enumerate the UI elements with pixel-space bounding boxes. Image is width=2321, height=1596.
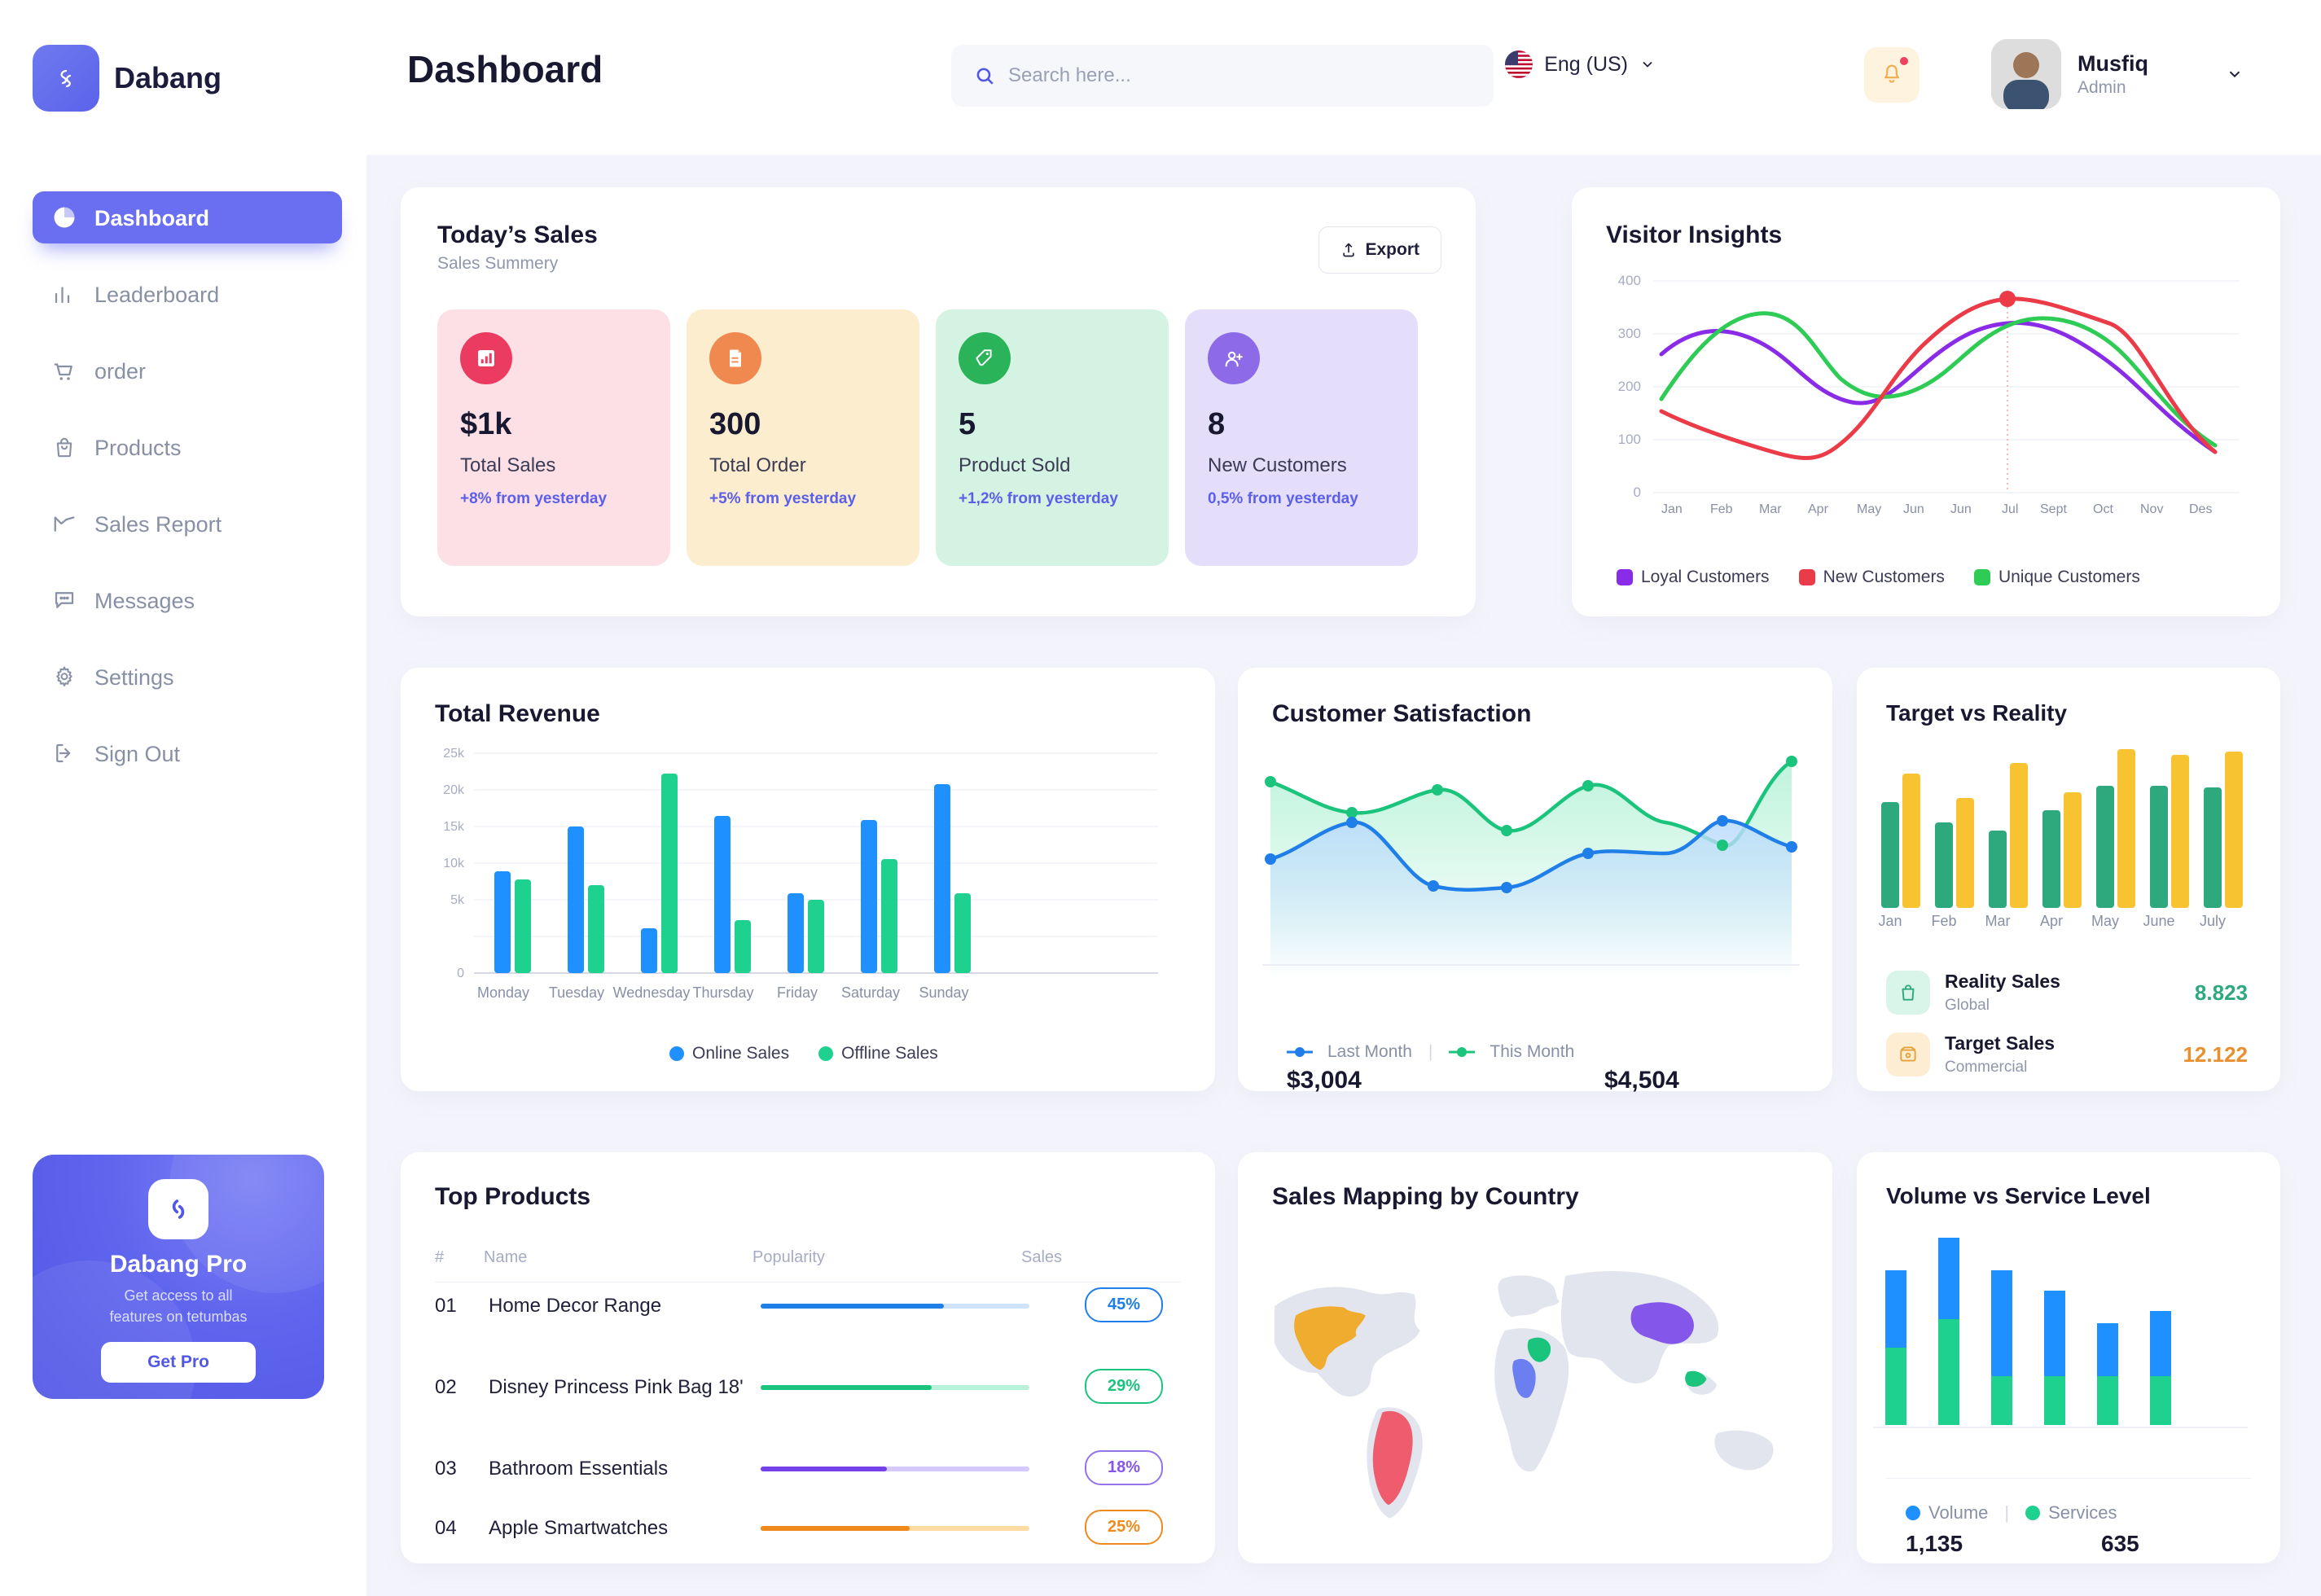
svg-text:Jan: Jan [1661, 502, 1683, 516]
svg-text:20k: 20k [443, 783, 465, 797]
svg-text:Jul: Jul [2002, 502, 2018, 516]
svg-text:Oct: Oct [2093, 502, 2113, 516]
svg-text:0: 0 [457, 967, 464, 980]
svg-text:Feb: Feb [1710, 502, 1733, 516]
svg-text:Wednesday: Wednesday [613, 984, 691, 1001]
svg-text:10k: 10k [443, 857, 465, 870]
svg-text:May: May [1857, 502, 1881, 516]
svg-text:Apr: Apr [1808, 502, 1829, 516]
svg-text:July: July [2200, 913, 2226, 929]
svg-text:Apr: Apr [2040, 913, 2063, 929]
svg-text:May: May [2091, 913, 2119, 929]
svg-text:15k: 15k [443, 820, 465, 834]
svg-text:Friday: Friday [777, 984, 818, 1001]
svg-text:June: June [2143, 913, 2174, 929]
svg-text:Sunday: Sunday [919, 984, 968, 1001]
svg-text:Jan: Jan [1878, 913, 1902, 929]
svg-text:200: 200 [1618, 379, 1641, 394]
svg-text:25k: 25k [443, 747, 465, 761]
svg-text:Sept: Sept [2040, 502, 2067, 516]
svg-text:Monday: Monday [477, 984, 529, 1001]
svg-text:Mar: Mar [1985, 913, 2011, 929]
svg-text:100: 100 [1618, 432, 1641, 447]
svg-text:300: 300 [1618, 326, 1641, 341]
svg-text:Des: Des [2189, 502, 2212, 516]
svg-text:Feb: Feb [1931, 913, 1956, 929]
svg-text:Jun: Jun [1950, 502, 1972, 516]
svg-text:400: 400 [1618, 273, 1641, 288]
svg-text:Thursday: Thursday [692, 984, 753, 1001]
svg-text:Mar: Mar [1759, 502, 1782, 516]
svg-text:5k: 5k [450, 893, 465, 907]
svg-text:Nov: Nov [2140, 502, 2163, 516]
svg-text:0: 0 [1634, 484, 1641, 500]
svg-text:Saturday: Saturday [841, 984, 900, 1001]
svg-text:Jun: Jun [1903, 502, 1924, 516]
svg-text:Tuesday: Tuesday [549, 984, 604, 1001]
